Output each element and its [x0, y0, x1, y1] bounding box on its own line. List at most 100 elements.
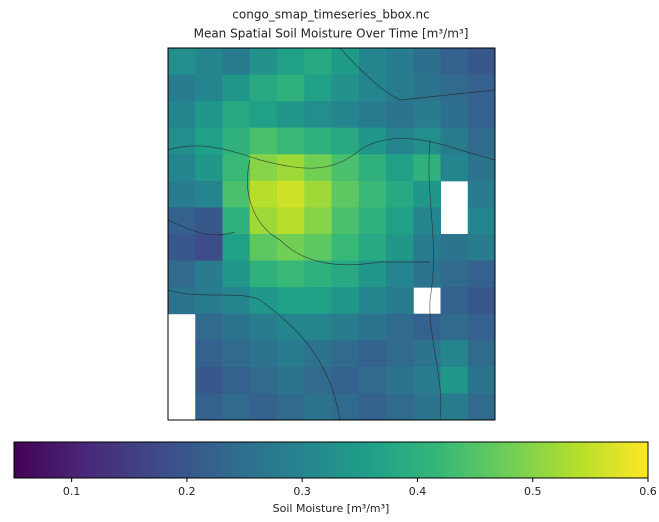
raster-cell	[386, 74, 414, 102]
raster-cell	[358, 180, 387, 208]
raster-cell	[331, 154, 360, 182]
raster-cell	[277, 127, 305, 155]
raster-cell	[222, 340, 251, 368]
raster-cell	[222, 127, 251, 155]
raster-cell	[386, 366, 414, 394]
raster-cell	[440, 340, 469, 368]
raster-cell	[249, 366, 278, 394]
raster-cell	[195, 260, 223, 288]
raster-cell	[467, 74, 496, 102]
raster-cell	[358, 101, 387, 129]
raster-cell	[277, 207, 305, 235]
raster-cell	[413, 260, 441, 288]
raster-cell	[277, 48, 305, 76]
raster-cell	[467, 287, 496, 315]
colorbar-tick-label: 0.5	[524, 485, 542, 498]
colorbar-tick-label: 0.1	[63, 485, 81, 498]
raster-cell	[249, 393, 278, 421]
raster-cell	[358, 366, 387, 394]
raster-cell	[195, 287, 223, 315]
raster-cell	[467, 313, 496, 341]
map-subtitle: Mean Spatial Soil Moisture Over Time [m³…	[194, 27, 469, 41]
raster-cell	[222, 48, 251, 76]
raster-cell	[222, 180, 251, 208]
raster-cell	[467, 234, 496, 262]
raster-cell	[249, 127, 278, 155]
raster-cell	[249, 260, 278, 288]
raster-cell	[358, 74, 387, 102]
raster-cell	[331, 234, 360, 262]
raster-cell	[249, 313, 278, 341]
raster-cell	[304, 207, 332, 235]
raster-cell	[304, 180, 332, 208]
raster-cell	[386, 48, 414, 76]
raster	[168, 48, 496, 421]
raster-cell	[413, 101, 441, 129]
raster-cell	[168, 127, 196, 155]
raster-cell	[304, 340, 332, 368]
raster-cell	[304, 260, 332, 288]
raster-cell	[358, 260, 387, 288]
raster-cell	[413, 180, 441, 208]
raster-cell	[467, 393, 496, 421]
raster-cell	[331, 48, 360, 76]
raster-cell	[222, 234, 251, 262]
raster-cell	[386, 234, 414, 262]
raster-cell	[222, 74, 251, 102]
raster-cell	[304, 313, 332, 341]
raster-cell	[304, 101, 332, 129]
raster-cell	[467, 101, 496, 129]
raster-cell	[386, 313, 414, 341]
raster-cell	[413, 393, 441, 421]
raster-cell	[168, 287, 196, 315]
raster-cell	[331, 366, 360, 394]
raster-cell	[304, 234, 332, 262]
raster-cell	[386, 260, 414, 288]
raster-cell	[249, 154, 278, 182]
raster-cell	[413, 207, 441, 235]
raster-cell	[358, 234, 387, 262]
raster-cell	[467, 207, 496, 235]
raster-cell	[249, 74, 278, 102]
raster-cell	[277, 260, 305, 288]
raster-cell	[195, 313, 223, 341]
raster-cell	[440, 287, 469, 315]
raster-cell	[222, 393, 251, 421]
raster-cell	[386, 287, 414, 315]
colorbar	[13, 441, 649, 479]
raster-cell	[168, 74, 196, 102]
raster-cell	[195, 74, 223, 102]
colorbar-label: Soil Moisture [m³/m³]	[273, 502, 390, 515]
raster-cell	[222, 287, 251, 315]
raster-cell	[331, 101, 360, 129]
raster-cell	[467, 260, 496, 288]
raster-cell	[386, 154, 414, 182]
raster-cell	[277, 234, 305, 262]
raster-cell	[222, 207, 251, 235]
raster-cell	[249, 48, 278, 76]
raster-cell	[195, 48, 223, 76]
raster-cell	[168, 234, 196, 262]
raster-cell	[168, 154, 196, 182]
raster-cell	[386, 101, 414, 129]
raster-cell	[358, 287, 387, 315]
raster-cell	[195, 366, 223, 394]
raster-cell	[440, 48, 469, 76]
raster-cell	[222, 366, 251, 394]
raster-cell	[358, 127, 387, 155]
raster-cell	[222, 154, 251, 182]
raster-cell	[440, 154, 469, 182]
raster-cell	[304, 74, 332, 102]
raster-cell	[195, 180, 223, 208]
raster-cell	[467, 48, 496, 76]
raster-cell	[467, 340, 496, 368]
raster-cell	[277, 313, 305, 341]
raster-cell	[440, 393, 469, 421]
raster-cell	[168, 260, 196, 288]
raster-cell	[440, 313, 469, 341]
raster-cell	[358, 48, 387, 76]
raster-cell	[249, 234, 278, 262]
raster-cell	[277, 180, 305, 208]
raster-cell	[331, 207, 360, 235]
raster-cell	[277, 74, 305, 102]
